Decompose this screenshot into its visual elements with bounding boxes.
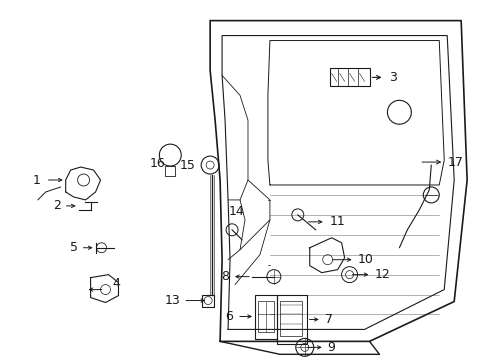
Text: 7: 7 bbox=[324, 313, 332, 326]
Text: 4: 4 bbox=[112, 277, 120, 290]
Bar bbox=[202, 294, 214, 306]
Text: 13: 13 bbox=[164, 294, 180, 307]
Text: 17: 17 bbox=[447, 156, 462, 168]
Text: 10: 10 bbox=[357, 253, 373, 266]
Text: 3: 3 bbox=[388, 71, 397, 84]
Bar bbox=[276, 294, 306, 345]
Bar bbox=[165, 166, 175, 176]
Text: 9: 9 bbox=[327, 341, 335, 354]
Text: 2: 2 bbox=[53, 199, 61, 212]
Text: 15: 15 bbox=[179, 158, 195, 172]
Text: 8: 8 bbox=[221, 270, 228, 283]
Bar bbox=[254, 294, 276, 339]
Text: 12: 12 bbox=[374, 268, 389, 281]
Bar bbox=[258, 301, 273, 332]
Text: 14: 14 bbox=[229, 205, 244, 218]
Text: 1: 1 bbox=[33, 174, 41, 186]
Text: 6: 6 bbox=[224, 310, 233, 323]
Bar bbox=[279, 301, 301, 336]
Text: 5: 5 bbox=[69, 241, 78, 254]
Text: 16: 16 bbox=[149, 157, 165, 170]
Text: 11: 11 bbox=[329, 215, 345, 228]
